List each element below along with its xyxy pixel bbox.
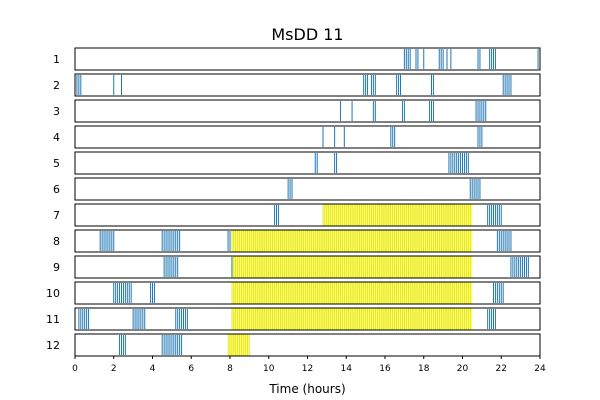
x-tick-label: 16	[379, 364, 391, 374]
row-label: 6	[53, 183, 60, 196]
row-label: 5	[53, 157, 60, 170]
x-tick-label: 12	[302, 364, 313, 374]
row-9: 9	[53, 255, 541, 279]
row-label: 10	[46, 287, 60, 300]
row-frame	[74, 47, 541, 71]
x-tick-label: 24	[534, 364, 546, 374]
row-label: 9	[53, 261, 60, 274]
row-frame	[74, 281, 541, 305]
row-label: 2	[53, 79, 60, 92]
x-axis: 0 2 4 6 8 10 12 14 16 18 20 22 24	[72, 356, 546, 374]
row-label: 11	[46, 313, 60, 326]
x-tick-label: 22	[496, 364, 507, 374]
x-tick-label: 4	[150, 364, 156, 374]
row-frame	[74, 229, 541, 253]
row-6: 6	[53, 177, 541, 201]
row-2: 2	[53, 73, 541, 97]
highlight-band	[323, 204, 473, 226]
row-7: 7	[53, 203, 541, 227]
row-12: 12	[46, 333, 541, 357]
row-5: 5	[53, 151, 541, 175]
highlight-band	[228, 334, 250, 356]
row-frame	[74, 177, 541, 201]
row-label: 1	[53, 53, 60, 66]
x-tick-label: 6	[188, 364, 194, 374]
row-label: 7	[53, 209, 60, 222]
row-label: 4	[53, 131, 60, 144]
chart-title: MsDD 11	[271, 25, 343, 44]
row-label: 8	[53, 235, 60, 248]
row-11: 11	[46, 307, 541, 331]
row-frame	[74, 255, 541, 279]
row-1: 1	[53, 47, 541, 71]
x-tick-label: 14	[341, 364, 353, 374]
row-label: 12	[46, 339, 60, 352]
row-frame	[74, 203, 541, 227]
row-frame	[74, 333, 541, 357]
row-frame	[74, 99, 541, 123]
row-4: 4	[53, 125, 541, 149]
row-frame	[74, 125, 541, 149]
x-tick-label: 18	[418, 364, 430, 374]
row-label: 3	[53, 105, 60, 118]
row-10: 10	[46, 281, 541, 305]
row-frame	[74, 151, 541, 175]
x-tick-label: 0	[72, 364, 78, 374]
row-frame	[74, 307, 541, 331]
row-frame	[74, 73, 541, 97]
row-3: 3	[53, 99, 541, 123]
x-axis-label: Time (hours)	[268, 382, 345, 396]
x-tick-label: 2	[111, 364, 117, 374]
x-tick-label: 20	[457, 364, 469, 374]
x-tick-label: 10	[263, 364, 275, 374]
x-tick-label: 8	[227, 364, 233, 374]
row-8: 8	[53, 229, 541, 253]
